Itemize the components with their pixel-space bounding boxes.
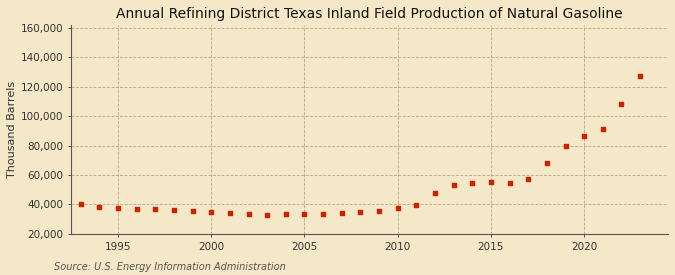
Point — [616, 101, 627, 106]
Point — [94, 205, 105, 209]
Text: Source: U.S. Energy Information Administration: Source: U.S. Energy Information Administ… — [54, 262, 286, 272]
Point — [113, 205, 124, 210]
Point — [429, 191, 440, 196]
Point — [485, 180, 496, 185]
Point — [169, 208, 180, 212]
Point — [336, 211, 347, 215]
Point — [262, 213, 273, 217]
Point — [299, 212, 310, 217]
Point — [225, 211, 236, 216]
Point — [467, 181, 478, 185]
Point — [578, 134, 589, 138]
Point — [243, 212, 254, 216]
Point — [280, 212, 291, 217]
Point — [374, 208, 385, 213]
Point — [76, 202, 86, 207]
Point — [187, 209, 198, 213]
Point — [448, 182, 459, 187]
Point — [597, 126, 608, 131]
Y-axis label: Thousand Barrels: Thousand Barrels — [7, 81, 17, 178]
Point — [150, 207, 161, 211]
Title: Annual Refining District Texas Inland Field Production of Natural Gasoline: Annual Refining District Texas Inland Fi… — [116, 7, 623, 21]
Point — [355, 209, 366, 214]
Point — [318, 212, 329, 216]
Point — [131, 207, 142, 211]
Point — [560, 144, 571, 148]
Point — [634, 74, 645, 79]
Point — [504, 181, 515, 185]
Point — [523, 177, 534, 181]
Point — [206, 210, 217, 214]
Point — [392, 206, 403, 210]
Point — [411, 203, 422, 207]
Point — [541, 160, 552, 165]
